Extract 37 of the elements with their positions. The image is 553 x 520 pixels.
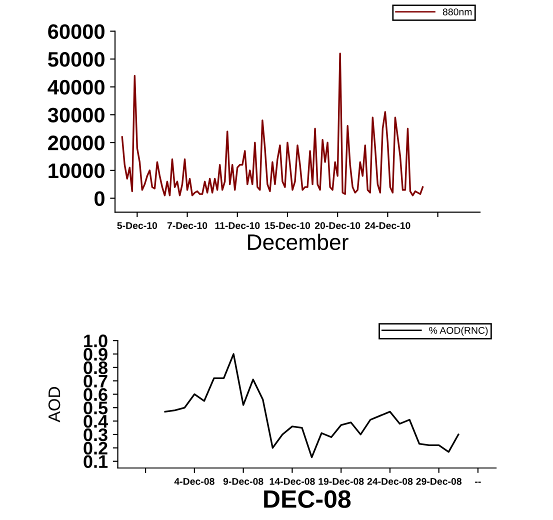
x-tick-label: 11-Dec-10 [215,222,260,230]
y-tick-label: 0.8 [84,361,108,374]
y-tick-label: 0.1 [84,455,108,468]
y-tick-label: 50000 [48,52,104,67]
y-tick-label: 0.4 [84,415,108,428]
y-tick-label: 40000 [48,80,104,95]
x-tick-label: -- [475,482,481,483]
x-tick-label: 19-Dec-08 [318,478,364,485]
y-tick-label: 0 [94,191,104,206]
x-tick-label: 24-Dec-08 [367,478,413,485]
y-tick-label: 20000 [48,136,104,150]
x-tick-label: 9-Dec-08 [223,478,264,485]
x-axis-title: December [248,234,348,250]
y-tick-label: 0.2 [84,442,108,455]
y-tick-label: 30000 [48,108,104,123]
line-series [164,353,460,458]
x-tick-label: 29-Dec-08 [416,478,462,485]
y-axis-title: AOD [48,387,60,422]
legend-label: 880nm [442,8,472,16]
y-tick-label: 0.7 [84,374,108,388]
y-tick-label: 0.3 [84,428,108,442]
x-tick-label: 4-Dec-08 [174,478,214,485]
y-tick-label: 60000 [48,24,104,39]
y-tick-label: 10000 [48,163,104,178]
y-tick-label: 0.5 [84,402,108,414]
x-tick-label: 24-Dec-10 [365,222,410,230]
x-tick-label: 14-Dec-08 [270,478,315,485]
x-axis-title: DEC-08 [264,490,351,508]
y-tick-label: 0.6 [84,388,108,401]
line-series [121,52,424,196]
legend-label: % AOD(RNC) [429,326,488,336]
x-tick-label: 7-Dec-10 [167,222,208,230]
y-tick-label: 0.9 [84,348,108,361]
x-tick-label: 20-Dec-10 [314,222,360,230]
y-tick-label: 1.0 [84,334,108,348]
x-tick-label: 5-Dec-10 [117,222,158,230]
x-tick-label: 15-Dec-10 [265,222,310,230]
